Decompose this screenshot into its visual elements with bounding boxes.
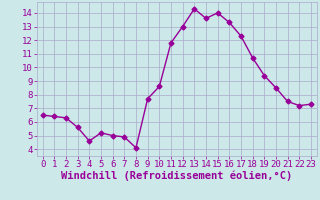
X-axis label: Windchill (Refroidissement éolien,°C): Windchill (Refroidissement éolien,°C)	[61, 171, 292, 181]
